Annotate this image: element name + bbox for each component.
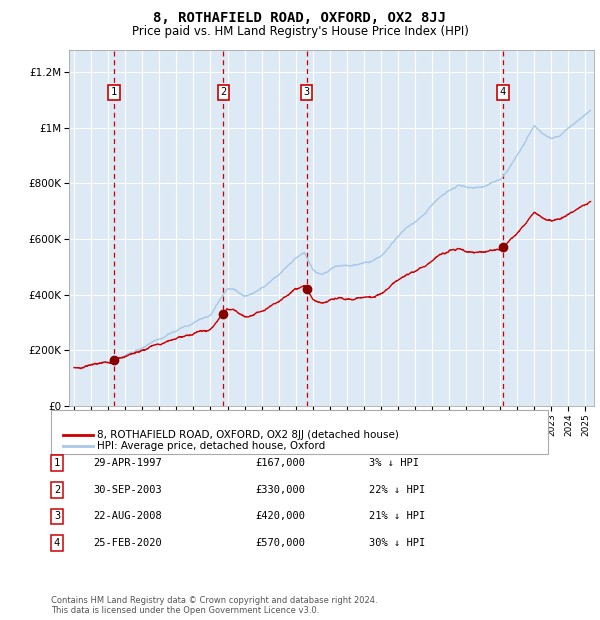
Text: HPI: Average price, detached house, Oxford: HPI: Average price, detached house, Oxfo… [97,441,325,451]
Text: 30% ↓ HPI: 30% ↓ HPI [369,538,425,548]
Text: 1: 1 [54,458,60,468]
Text: 1: 1 [111,87,117,97]
Text: 25-FEB-2020: 25-FEB-2020 [93,538,162,548]
Text: 29-APR-1997: 29-APR-1997 [93,458,162,468]
Text: 21% ↓ HPI: 21% ↓ HPI [369,512,425,521]
Text: 2: 2 [54,485,60,495]
Text: £330,000: £330,000 [255,485,305,495]
Text: 3: 3 [54,512,60,521]
Text: 30-SEP-2003: 30-SEP-2003 [93,485,162,495]
Text: Contains HM Land Registry data © Crown copyright and database right 2024.
This d: Contains HM Land Registry data © Crown c… [51,596,377,615]
Text: 4: 4 [500,87,506,97]
Text: £420,000: £420,000 [255,512,305,521]
Text: Price paid vs. HM Land Registry's House Price Index (HPI): Price paid vs. HM Land Registry's House … [131,25,469,38]
Text: 8, ROTHAFIELD ROAD, OXFORD, OX2 8JJ (detached house): 8, ROTHAFIELD ROAD, OXFORD, OX2 8JJ (det… [97,430,399,440]
Text: £167,000: £167,000 [255,458,305,468]
Text: 3% ↓ HPI: 3% ↓ HPI [369,458,419,468]
Text: 8, ROTHAFIELD ROAD, OXFORD, OX2 8JJ: 8, ROTHAFIELD ROAD, OXFORD, OX2 8JJ [154,11,446,25]
Text: £570,000: £570,000 [255,538,305,548]
Text: 22-AUG-2008: 22-AUG-2008 [93,512,162,521]
Text: 22% ↓ HPI: 22% ↓ HPI [369,485,425,495]
Text: 3: 3 [304,87,310,97]
Text: 2: 2 [220,87,226,97]
Text: 4: 4 [54,538,60,548]
